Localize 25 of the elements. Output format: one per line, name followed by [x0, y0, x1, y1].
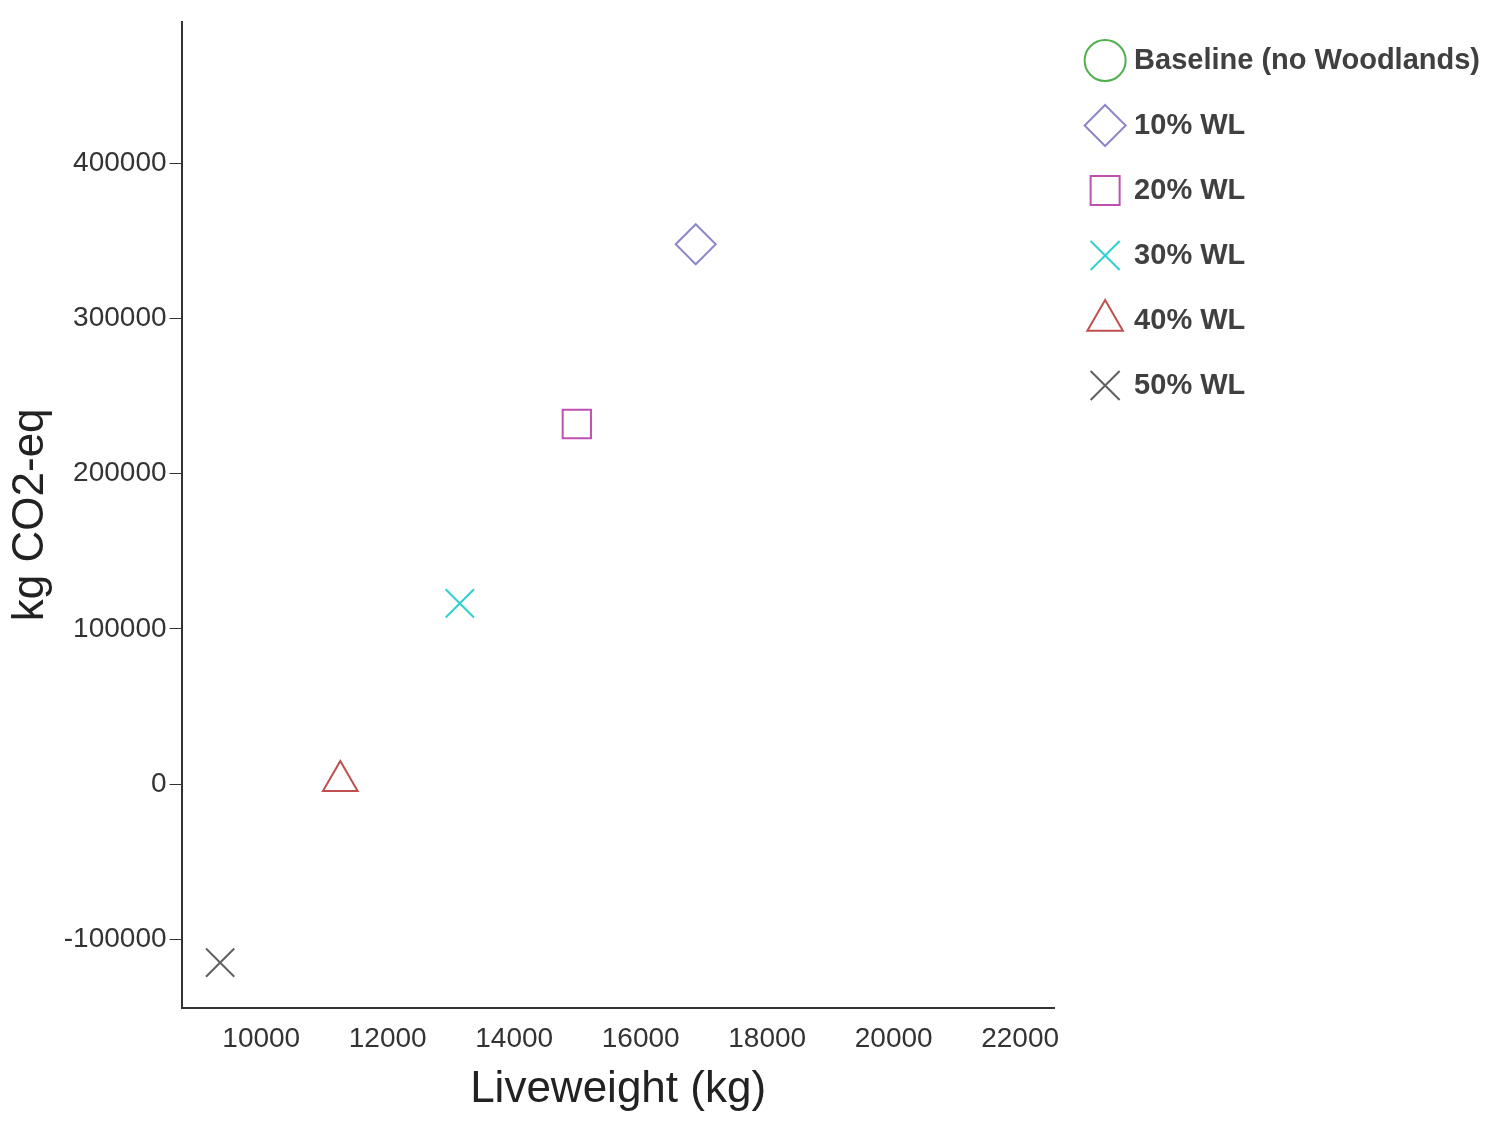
legend-label: 50% WL	[1134, 367, 1246, 400]
legend-label: 20% WL	[1134, 172, 1246, 205]
x-tick-label: 18000	[728, 1022, 807, 1054]
x-axis-title: Liveweight (kg)	[470, 1061, 767, 1111]
y-tick-label: 100000	[73, 611, 167, 643]
x-tick-label: 16000	[601, 1022, 680, 1054]
point	[444, 588, 475, 619]
x-tick-label: 14000	[475, 1022, 554, 1054]
y-tick-label: -100000	[63, 922, 167, 954]
x-tick-label: 22000	[981, 1022, 1060, 1054]
legend-label: Baseline (no Woodlands)	[1134, 42, 1481, 75]
legend-label: 10% WL	[1134, 107, 1246, 140]
y-axis-title: kg CO2-eq	[2, 408, 52, 622]
y-tick-label: 400000	[73, 145, 167, 177]
point	[204, 947, 236, 978]
legend-label: 30% WL	[1134, 237, 1246, 270]
point	[561, 408, 592, 440]
y-tick-label: 200000	[73, 456, 167, 488]
y-tick-label: 300000	[73, 301, 167, 333]
x-tick-label: 20000	[854, 1022, 933, 1054]
y-tick-label: 0	[150, 766, 167, 798]
legend-label: 40% WL	[1134, 302, 1246, 335]
point	[674, 223, 717, 266]
x-tick-label: 10000	[222, 1022, 301, 1054]
x-tick-label: 12000	[348, 1022, 427, 1054]
